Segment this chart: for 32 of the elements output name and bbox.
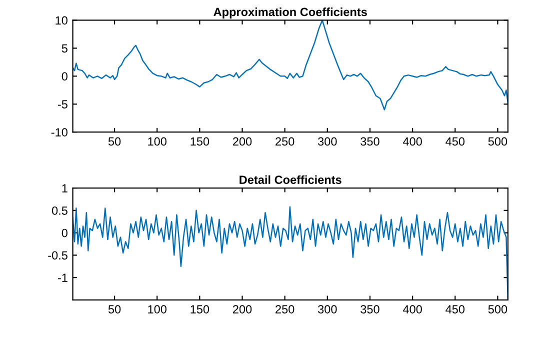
y-tick-label: -5 <box>58 100 68 109</box>
chart-title: Approximation Coefficients <box>214 8 367 19</box>
x-tick-label: 500 <box>488 305 508 314</box>
y-tick-label: 5 <box>62 44 68 53</box>
y-tick-label: -0.5 <box>48 251 68 260</box>
x-tick-label: 50 <box>108 305 121 314</box>
x-tick-label: 150 <box>190 305 210 314</box>
x-tick-label: 350 <box>360 137 380 146</box>
x-tick-label: 300 <box>318 137 337 146</box>
x-tick-label: 350 <box>360 305 380 314</box>
x-tick-label: 400 <box>402 137 422 146</box>
x-tick-label: 450 <box>446 305 465 314</box>
chart-title: Detail Coefficients <box>240 175 342 184</box>
x-tick-label: 50 <box>108 137 121 146</box>
x-tick-label: 200 <box>232 305 252 314</box>
y-tick-label: -10 <box>51 128 68 136</box>
x-tick-label: 150 <box>190 137 210 146</box>
x-tick-label: 300 <box>318 305 337 314</box>
x-tick-label: 100 <box>148 137 166 146</box>
x-tick-label: 450 <box>446 137 465 146</box>
x-tick-label: 250 <box>276 305 294 314</box>
x-tick-label: 250 <box>276 137 294 146</box>
x-tick-label: 400 <box>402 305 422 314</box>
y-tick-label: 10 <box>56 16 68 25</box>
x-tick-label: 200 <box>232 137 252 146</box>
y-tick-label: 1 <box>62 184 68 192</box>
y-tick-label: 0.5 <box>52 206 68 215</box>
x-tick-label: 100 <box>148 305 166 314</box>
y-tick-label: -1 <box>58 274 68 282</box>
y-tick-label: 0 <box>62 72 68 81</box>
y-tick-label: 0 <box>62 228 68 238</box>
x-tick-label: 500 <box>488 137 508 146</box>
